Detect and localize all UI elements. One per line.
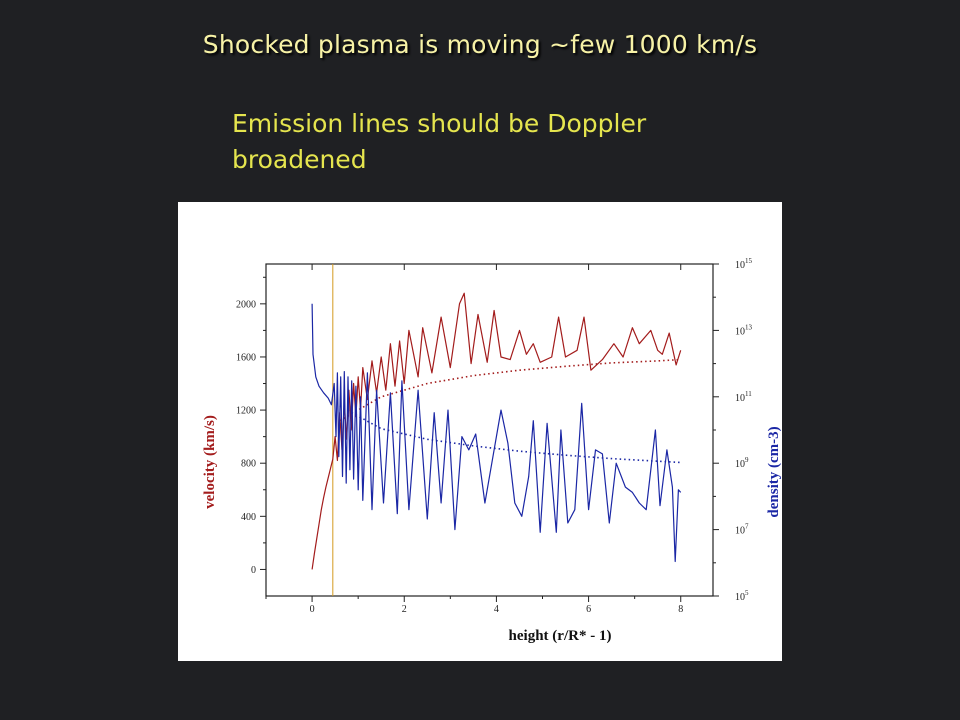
y2-tick-label: 1013	[735, 323, 753, 337]
plot-frame	[265, 263, 714, 597]
y2-tick-label: 109	[735, 456, 749, 470]
x-tick-label: 2	[402, 604, 407, 615]
y2-tick-label: 105	[735, 589, 749, 603]
x-tick-label: 4	[494, 604, 499, 615]
y-tick-label: 800	[241, 459, 256, 470]
slide-title: Shocked plasma is moving ~few 1000 km/s	[202, 30, 758, 59]
velocity-density-chart: 0 2 4 6 8 0 400 800 1200 1600 2000 1015 1013 1011 109 1…	[202, 257, 782, 644]
y-tick-label: 1200	[236, 406, 256, 417]
y-tick-label: 2000	[236, 299, 256, 310]
x-tick-label: 8	[678, 604, 683, 615]
density-curve	[311, 303, 682, 563]
velocity-mean-dotted	[339, 358, 681, 422]
series-group	[311, 292, 682, 570]
slide-bullet-text: Emission lines should be Doppler broaden…	[232, 109, 647, 174]
y2-tick-label: 1011	[735, 390, 752, 404]
y-tick-label: 0	[251, 565, 256, 576]
figure: 0 2 4 6 8 0 400 800 1200 1600 2000 1015 1013 1011 109 1…	[178, 202, 782, 661]
velocity-curve	[311, 292, 682, 570]
y-tick-label: 400	[241, 512, 256, 523]
y-tick-label: 1600	[236, 352, 256, 363]
y2-tick-label: 107	[735, 523, 749, 537]
density-mean-dotted	[339, 405, 681, 464]
y-axis-title: velocity (km/s)	[202, 415, 218, 509]
x-axis-title: height (r/R* - 1)	[509, 628, 612, 644]
axes-group: 0 2 4 6 8 0 400 800 1200 1600 2000 1015 1013 1011 109 1…	[236, 257, 753, 615]
y2-tick-label: 1015	[735, 257, 753, 271]
x-tick-label: 6	[586, 604, 591, 615]
x-tick-label: 0	[310, 604, 315, 615]
y2-axis-title: density (cm-3)	[766, 426, 782, 517]
